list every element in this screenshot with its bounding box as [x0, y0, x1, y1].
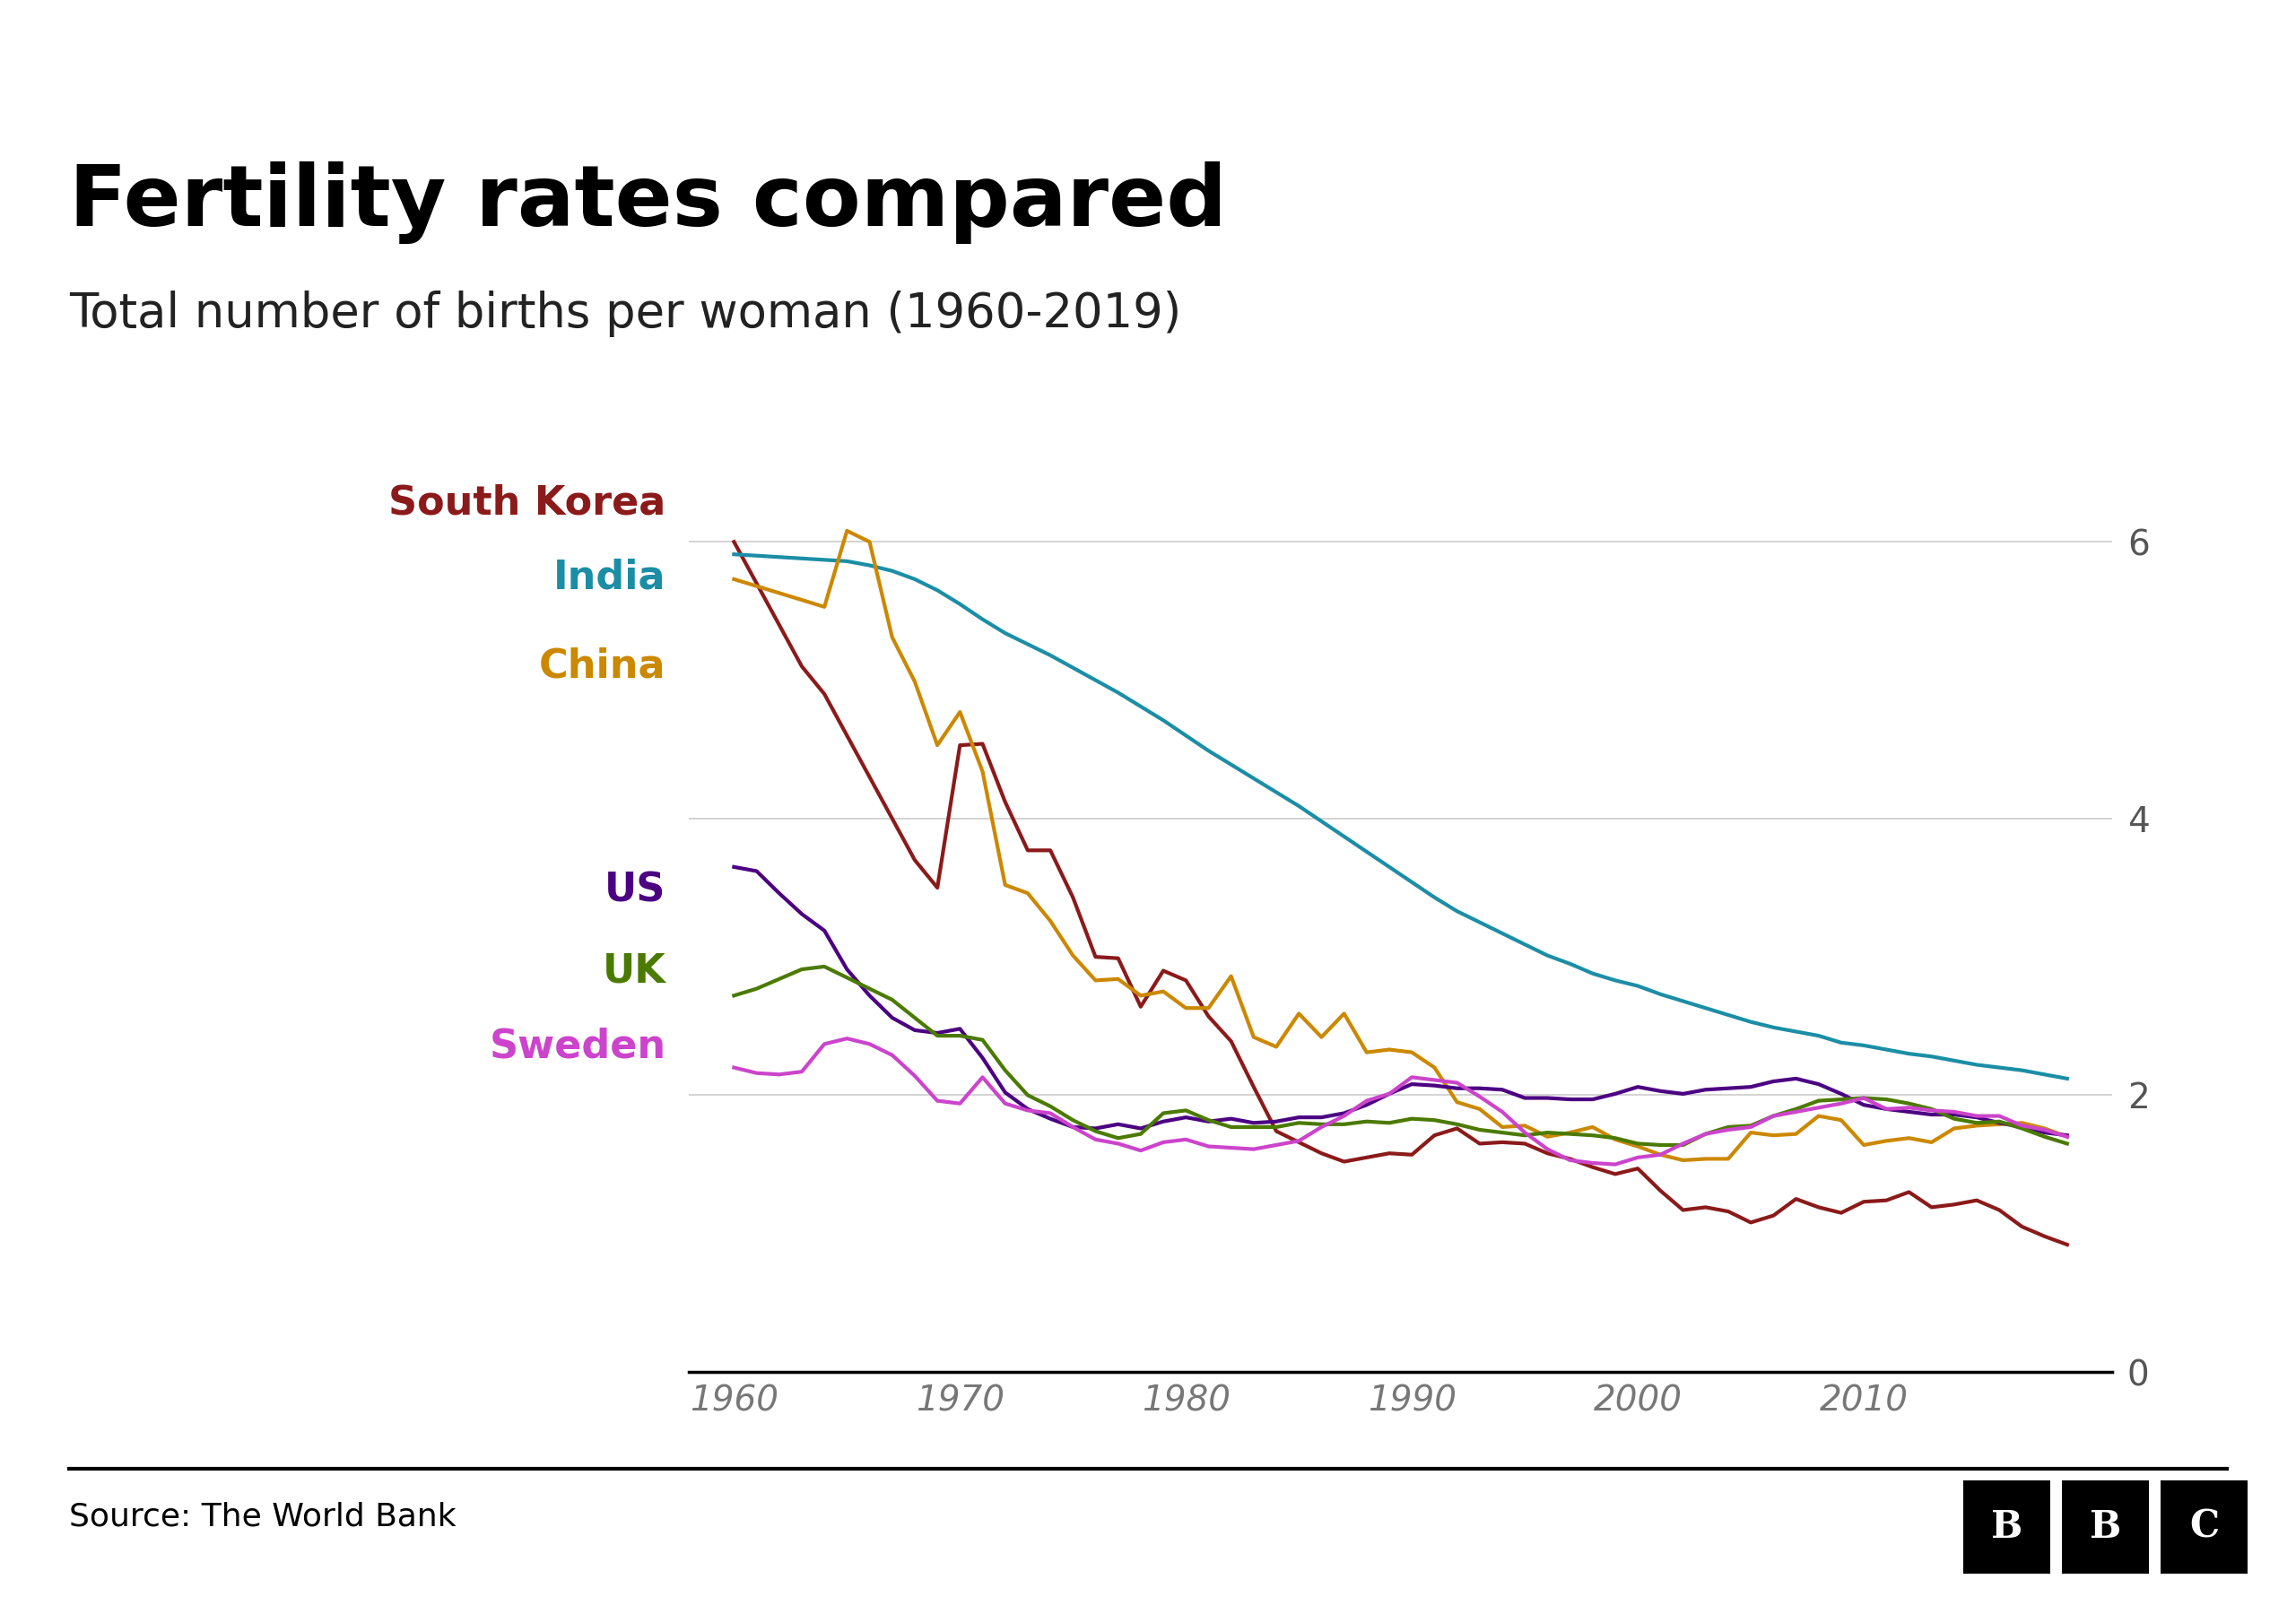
Text: Fertility rates compared: Fertility rates compared	[69, 161, 1226, 244]
Text: South Korea: South Korea	[388, 484, 666, 523]
Text: India: India	[553, 558, 666, 597]
Text: C: C	[2190, 1507, 2218, 1546]
Text: B: B	[2089, 1507, 2122, 1546]
Text: Source: The World Bank: Source: The World Bank	[69, 1503, 457, 1532]
Text: US: US	[604, 872, 666, 910]
Text: China: China	[540, 647, 666, 686]
Text: Total number of births per woman (1960-2019): Total number of births per woman (1960-2…	[69, 291, 1180, 337]
Text: UK: UK	[602, 951, 666, 989]
Text: Sweden: Sweden	[489, 1028, 666, 1067]
Text: B: B	[1991, 1507, 2023, 1546]
